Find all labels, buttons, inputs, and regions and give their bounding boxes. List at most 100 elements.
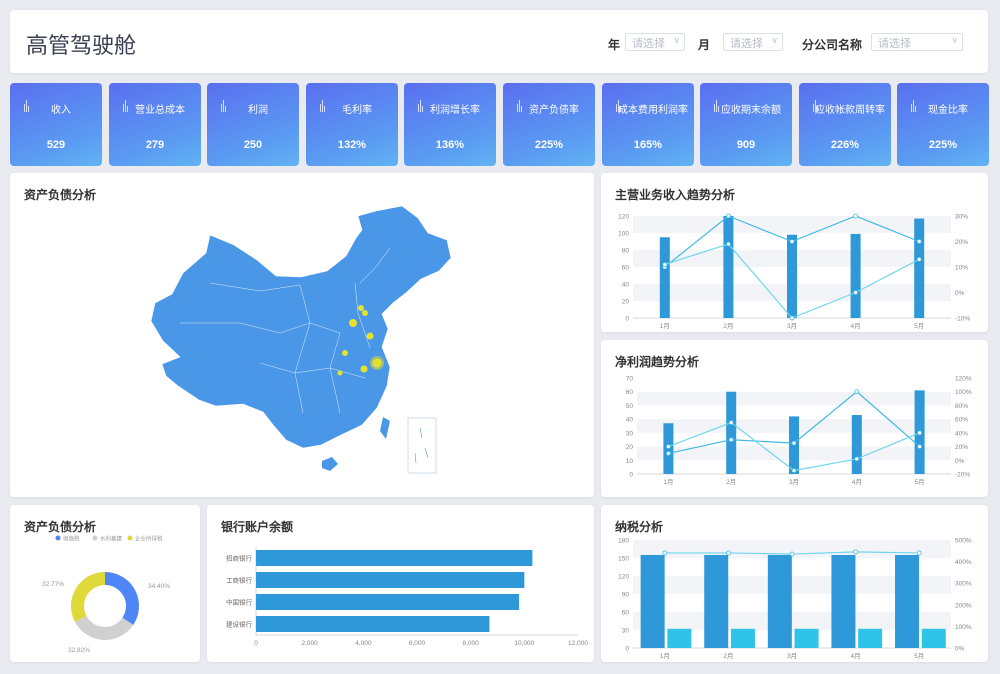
line-point	[666, 451, 671, 456]
y2-tick-label: 400%	[955, 559, 972, 566]
bar-chart-icon	[517, 100, 523, 112]
x-tick-label: 4月	[852, 478, 862, 486]
kpi-card[interactable]: 应收期末余额 909	[700, 83, 792, 166]
line-point	[853, 549, 859, 555]
pie-label: 32.77%	[42, 581, 64, 588]
x-tick-label: 2月	[726, 478, 736, 486]
x-tick-label: 2月	[723, 652, 733, 660]
revenue-trend-panel: 主营业务收入趋势分析 0 20 40 60 80 100 120 -10% 0% 10% 20% 30…	[601, 173, 988, 332]
kpi-card[interactable]: 利润 250	[207, 83, 299, 166]
kpi-card[interactable]: 营业总成本 279	[109, 83, 201, 166]
china-mainland-shape	[150, 205, 452, 449]
y2-tick-label: 30%	[955, 214, 968, 221]
bar	[914, 218, 925, 318]
kpi-card[interactable]: 资产负债率 225%	[503, 83, 595, 166]
kpi-value: 250	[243, 139, 263, 151]
y2-tick-label: 20%	[955, 239, 968, 246]
pie-label: 32.82%	[68, 647, 90, 654]
map-hotspots	[337, 305, 384, 376]
kpi-label: 成本费用利润率	[618, 105, 688, 116]
profit-trend-title: 净利润趋势分析	[615, 355, 700, 369]
map-hotspot[interactable]	[358, 305, 364, 311]
y2-tick-label: 120%	[955, 376, 972, 383]
bar-chart-icon	[221, 100, 227, 112]
bar-chart-icon	[616, 100, 622, 112]
y-tick-label: 120	[618, 214, 629, 221]
line-point	[916, 256, 922, 262]
map-hotspot[interactable]	[360, 365, 368, 373]
pie-slice	[71, 572, 105, 622]
bar	[794, 628, 819, 648]
page-title: 高管驾驶舱	[26, 33, 137, 58]
y2-tick-label: 100%	[955, 624, 972, 631]
x-tick-label: 2月	[723, 322, 733, 330]
y-tick-label: 20	[626, 444, 634, 451]
kpi-card[interactable]: 成本费用利润率 165%	[602, 83, 694, 166]
y2-tick-label: 10%	[955, 265, 968, 272]
tax-chart: 0 30 60 90 120 150 180 0% 100% 200% 300% 400% 500% 1月…	[618, 538, 972, 661]
bar	[895, 555, 920, 648]
y-tick-label: 120	[618, 574, 629, 581]
map-hotspot[interactable]	[372, 358, 382, 368]
x-tick-label: 1月	[660, 322, 670, 330]
province-borders	[180, 247, 391, 414]
china-map[interactable]	[10, 173, 594, 497]
kpi-card[interactable]: 毛利率 132%	[306, 83, 398, 166]
map-hotspot[interactable]	[349, 319, 357, 327]
y-tick-label: 中国银行	[226, 598, 253, 607]
hainan-island-shape	[322, 457, 338, 471]
kpi-label: 利润增长率	[430, 105, 480, 116]
y-tick-label: 0	[625, 646, 629, 653]
branch-select[interactable]: 请选择 ∨	[871, 33, 963, 51]
line-point	[853, 290, 859, 295]
y2-tick-label: 80%	[955, 403, 968, 410]
x-tick-label: 12,000	[568, 640, 588, 647]
bar	[704, 555, 729, 648]
map-hotspot[interactable]	[362, 310, 368, 316]
kpi-label: 应收期末余额	[721, 105, 781, 116]
y2-tick-label: 20%	[955, 444, 968, 451]
year-select[interactable]: 请选择 ∨	[625, 33, 685, 51]
y2-tick-label: 0%	[955, 646, 965, 653]
asset-pie-panel: 资产负债分析 增值税 水利基建 企业所得税 34.40% 32.82% 32.77%	[10, 505, 200, 662]
profit-trend-chart: 0 10 20 30 40 50 60 70 -20% 0% 20% 40% 60% 80% 100% 120…	[626, 376, 972, 487]
kpi-card[interactable]: 利润增长率 136%	[404, 83, 496, 166]
y-tick-label: 30	[622, 628, 630, 635]
y-tick-label: 工商银行	[226, 576, 253, 585]
bar-chart-icon	[911, 100, 917, 112]
y-tick-label: 100	[618, 231, 629, 238]
line-point	[917, 430, 923, 436]
map-hotspot[interactable]	[342, 350, 348, 356]
map-hotspot[interactable]	[337, 370, 343, 376]
pie-label: 34.40%	[148, 583, 170, 590]
kpi-value: 225%	[534, 139, 564, 151]
y2-tick-label: 0%	[955, 290, 965, 297]
bar	[667, 628, 692, 648]
bar	[256, 550, 533, 566]
kpi-value: 279	[145, 139, 165, 151]
bar	[640, 555, 665, 648]
bar-chart-icon	[123, 100, 129, 112]
x-tick-label: 1月	[660, 652, 670, 660]
kpi-card[interactable]: 收入 529	[10, 83, 102, 166]
kpi-label: 资产负债率	[529, 105, 579, 116]
y-tick-label: 80	[622, 248, 630, 255]
month-select[interactable]: 请选择 ∨	[723, 33, 783, 51]
revenue-trend-title: 主营业务收入趋势分析	[615, 188, 736, 202]
y-tick-label: 0	[625, 316, 629, 323]
pie-slice	[74, 615, 134, 640]
x-tick-label: 4月	[851, 322, 861, 330]
map-hotspot[interactable]	[366, 332, 374, 340]
bar-chart-icon	[813, 100, 819, 112]
kpi-card[interactable]: 应收帐款周转率 226%	[799, 83, 891, 166]
y-tick-label: 招商银行	[226, 554, 253, 563]
y2-tick-label: 500%	[955, 538, 972, 545]
line-point	[789, 239, 795, 244]
kpi-label: 收入	[51, 105, 71, 116]
kpi-label: 现金比率	[928, 105, 968, 116]
bar	[787, 234, 797, 318]
y-tick-label: 建设银行	[226, 620, 253, 629]
x-tick-label: 6,000	[409, 640, 426, 647]
kpi-card[interactable]: 现金比率 225%	[897, 83, 989, 166]
bank-balance-panel: 银行账户余额 0 2,000 4,000 6,000 8,000 10,000 12,000…	[207, 505, 594, 662]
